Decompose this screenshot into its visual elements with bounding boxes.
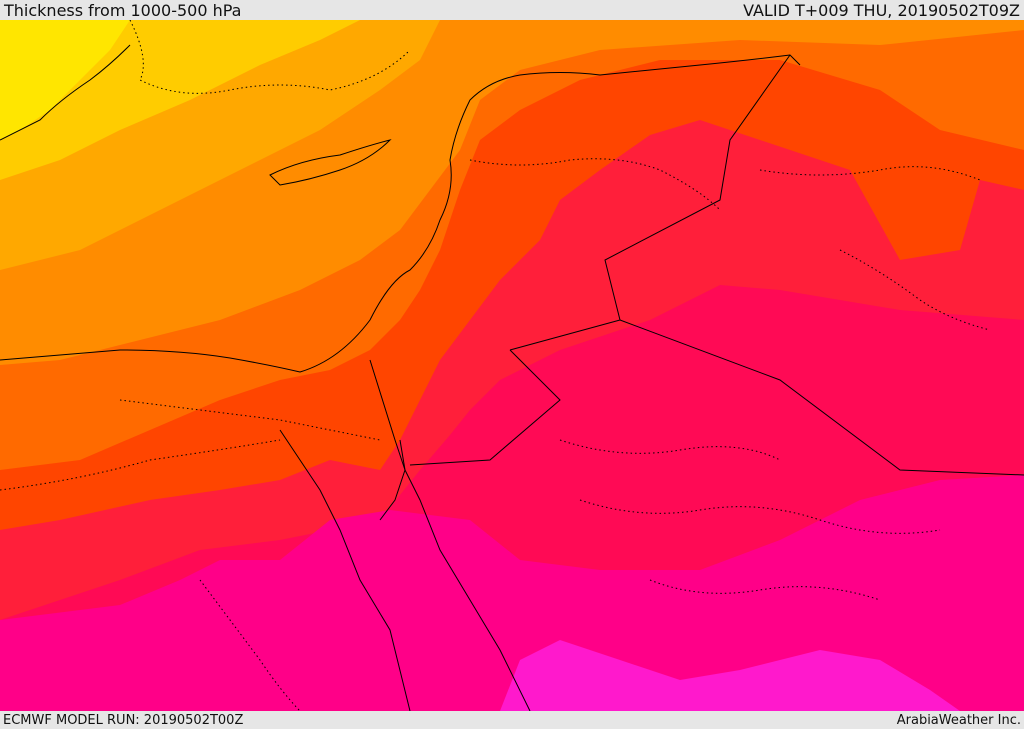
map-footer: ECMWF MODEL RUN: 20190502T00Z ArabiaWeat…	[0, 711, 1024, 729]
band-pink	[500, 640, 960, 711]
province-borders	[0, 20, 991, 711]
political-borders	[369, 54, 1024, 476]
valid-time: VALID T+009 THU, 20190502T09Z	[743, 0, 1020, 20]
map-header: Thickness from 1000-500 hPa VALID T+009 …	[0, 0, 1024, 20]
credit: ArabiaWeather Inc.	[896, 712, 1021, 728]
thickness-map-canvas	[0, 20, 1024, 711]
band-yellow	[0, 20, 130, 140]
coastlines	[0, 44, 801, 711]
band-magenta	[0, 475, 1024, 711]
model-run: ECMWF MODEL RUN: 20190502T00Z	[3, 712, 244, 728]
map-title: Thickness from 1000-500 hPa	[4, 0, 242, 20]
thickness-map[interactable]	[0, 20, 1024, 711]
